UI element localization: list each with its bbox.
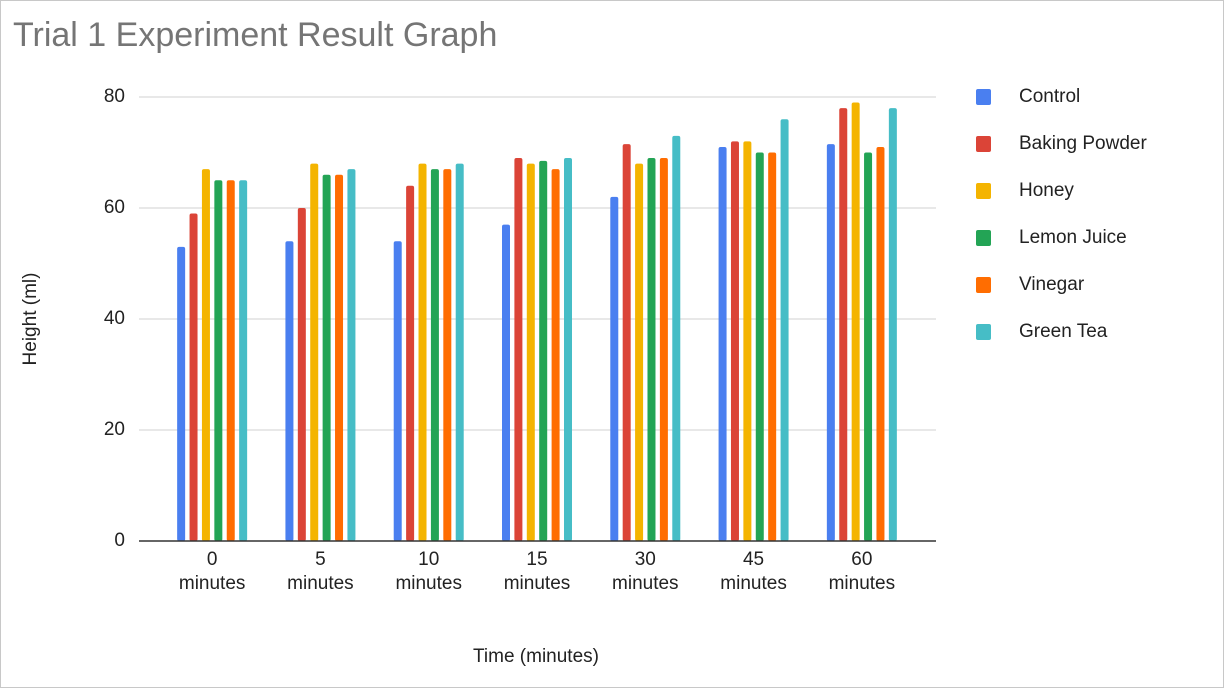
legend-label: Green Tea bbox=[1019, 321, 1108, 342]
bar bbox=[718, 146, 727, 541]
bar bbox=[635, 163, 644, 541]
y-tick-label: 20 bbox=[104, 419, 125, 440]
bar bbox=[659, 158, 668, 542]
bar bbox=[297, 208, 306, 541]
bar bbox=[430, 169, 439, 541]
x-tick-label: 60 minutes bbox=[828, 549, 896, 594]
bar bbox=[730, 141, 739, 541]
legend-swatch bbox=[976, 89, 991, 105]
bar bbox=[285, 241, 294, 542]
x-axis-title: Time (minutes) bbox=[473, 646, 599, 667]
bar bbox=[239, 180, 248, 541]
bar bbox=[406, 185, 415, 542]
legend-swatch bbox=[976, 230, 991, 246]
bar bbox=[526, 163, 535, 541]
bar bbox=[310, 163, 319, 541]
bar bbox=[851, 102, 860, 542]
legend-swatch bbox=[976, 136, 991, 152]
bar bbox=[514, 158, 523, 542]
bar bbox=[201, 169, 210, 541]
bar bbox=[755, 152, 764, 541]
legend-swatch bbox=[976, 324, 991, 340]
bar bbox=[826, 144, 835, 542]
x-tick-label: 5 minutes bbox=[287, 549, 354, 594]
bar bbox=[610, 196, 619, 541]
x-tick-label: 15 minutes bbox=[503, 549, 571, 594]
legend-swatch bbox=[976, 277, 991, 293]
legend-label: Honey bbox=[1019, 180, 1074, 201]
legend-swatch bbox=[976, 183, 991, 199]
bar bbox=[335, 174, 344, 541]
x-tick-label: 30 minutes bbox=[612, 549, 679, 594]
bar bbox=[502, 224, 510, 541]
y-axis-title: Height (ml) bbox=[20, 273, 41, 366]
bar bbox=[189, 213, 198, 542]
bar bbox=[539, 160, 548, 541]
bar bbox=[322, 174, 331, 541]
bar bbox=[864, 152, 873, 541]
x-tick-label: 45 minutes bbox=[720, 549, 787, 594]
bar bbox=[647, 158, 656, 542]
bar bbox=[551, 169, 560, 541]
bar bbox=[888, 108, 897, 541]
bar bbox=[226, 180, 235, 541]
x-tick-label: 10 minutes bbox=[395, 549, 462, 594]
bar bbox=[455, 163, 464, 541]
bar bbox=[564, 158, 572, 542]
legend-label: Vinegar bbox=[1019, 274, 1085, 295]
bar bbox=[743, 141, 752, 541]
y-tick-label: 60 bbox=[104, 197, 125, 218]
chart-title: Trial 1 Experiment Result Graph bbox=[13, 16, 497, 54]
bar bbox=[622, 144, 631, 542]
bar bbox=[672, 135, 681, 541]
y-tick-label: 0 bbox=[114, 530, 125, 551]
bar bbox=[177, 246, 186, 541]
bar bbox=[443, 169, 452, 541]
bar bbox=[768, 152, 777, 541]
legend-label: Control bbox=[1019, 86, 1080, 107]
y-tick-label: 40 bbox=[104, 308, 125, 329]
bar bbox=[393, 241, 402, 542]
bar bbox=[876, 146, 885, 541]
bar bbox=[214, 180, 223, 541]
legend-label: Baking Powder bbox=[1019, 133, 1147, 154]
bar bbox=[839, 108, 848, 541]
bar bbox=[780, 119, 789, 541]
bar bbox=[418, 163, 427, 541]
y-tick-label: 80 bbox=[104, 86, 125, 107]
x-tick-label: 0 minutes bbox=[178, 549, 246, 594]
bar bbox=[347, 169, 356, 541]
legend-label: Lemon Juice bbox=[1019, 227, 1127, 248]
